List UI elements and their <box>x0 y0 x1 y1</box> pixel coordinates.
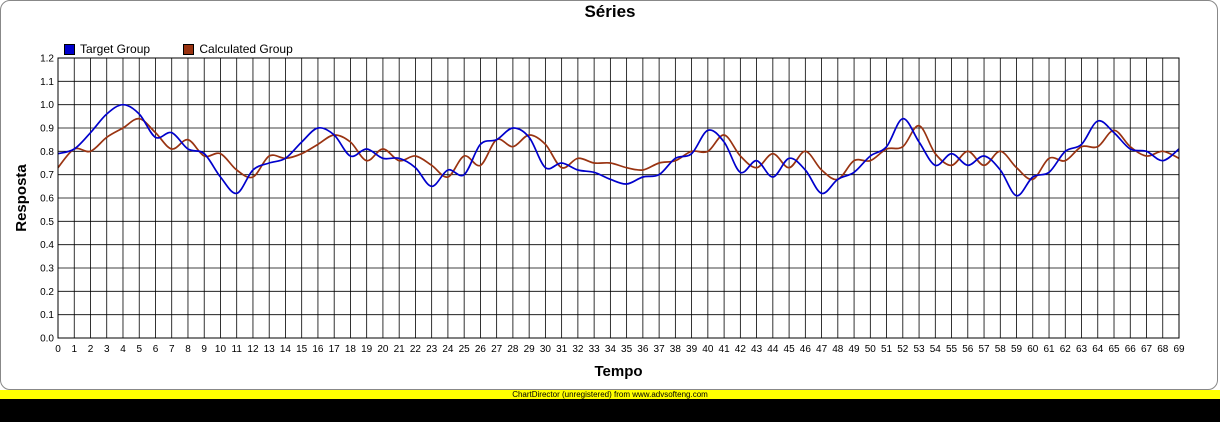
x-tick-label: 6 <box>153 344 159 355</box>
y-tick-label: 0.3 <box>40 264 54 275</box>
x-tick-label: 57 <box>978 344 990 355</box>
x-tick-label: 49 <box>849 344 861 355</box>
x-tick-label: 63 <box>1076 344 1088 355</box>
x-tick-label: 43 <box>751 344 763 355</box>
x-tick-label: 42 <box>735 344 747 355</box>
y-tick-label: 1.2 <box>40 54 54 65</box>
x-axis-title: Tempo <box>594 363 642 380</box>
x-tick-label: 33 <box>589 344 601 355</box>
x-tick-label: 68 <box>1157 344 1169 355</box>
legend-swatch-target <box>64 43 75 55</box>
x-tick-label: 52 <box>897 344 909 355</box>
y-tick-label: 0.8 <box>40 147 54 158</box>
x-tick-label: 0 <box>55 344 61 355</box>
series-line-calculated-group <box>57 117 1180 181</box>
x-tick-label: 20 <box>377 344 389 355</box>
y-tick-label: 0.7 <box>40 170 54 181</box>
x-tick-label: 5 <box>136 344 142 355</box>
plot-border <box>57 57 1180 339</box>
x-tick-label: 64 <box>1092 344 1104 355</box>
x-tick-label: 29 <box>524 344 536 355</box>
x-tick-label: 23 <box>426 344 438 355</box>
x-tick-label: 24 <box>442 344 454 355</box>
x-tick-label: 22 <box>410 344 422 355</box>
x-tick-label: 44 <box>767 344 779 355</box>
x-tick-label: 12 <box>247 344 259 355</box>
x-tick-label: 48 <box>832 344 844 355</box>
legend-item-target: Target Group <box>64 42 150 56</box>
x-tick-label: 30 <box>540 344 552 355</box>
y-tick-label: 0.9 <box>40 124 54 135</box>
x-tick-label: 8 <box>185 344 191 355</box>
x-tick-label: 54 <box>930 344 942 355</box>
legend-swatch-calculated <box>183 43 195 55</box>
watermark-banner: ChartDirector (unregistered) from www.ad… <box>0 390 1220 399</box>
x-tick-label: 34 <box>605 344 617 355</box>
x-tick-label: 32 <box>572 344 584 355</box>
x-tick-label: 19 <box>361 344 373 355</box>
x-tick-label: 16 <box>312 344 324 355</box>
x-tick-label: 66 <box>1125 344 1137 355</box>
y-tick-label: 0.0 <box>40 334 54 345</box>
y-tick-label: 0.5 <box>40 217 54 228</box>
x-tick-label: 58 <box>995 344 1007 355</box>
y-tick-label: 0.6 <box>40 194 54 205</box>
x-tick-label: 4 <box>120 344 126 355</box>
x-tick-label: 31 <box>556 344 568 355</box>
y-tick-label: 1.1 <box>40 77 54 88</box>
x-tick-label: 41 <box>719 344 731 355</box>
x-tick-label: 9 <box>201 344 207 355</box>
x-tick-label: 55 <box>946 344 958 355</box>
x-tick-label: 37 <box>654 344 666 355</box>
chart-title: Séries <box>584 2 636 21</box>
x-tick-label: 65 <box>1108 344 1120 355</box>
x-tick-label: 14 <box>280 344 292 355</box>
x-tick-label: 1 <box>71 344 77 355</box>
x-tick-label: 39 <box>686 344 698 355</box>
x-tick-label: 53 <box>913 344 925 355</box>
x-tick-label: 7 <box>169 344 175 355</box>
legend: Target Group Calculated Group <box>64 42 323 58</box>
x-tick-label: 28 <box>507 344 519 355</box>
x-tick-label: 3 <box>104 344 110 355</box>
line-chart: 0.0 0.1 0.2 0.3 0.4 0.5 0.6 0.7 0.8 0.9 1.0 1.1 1.2 0… <box>13 54 1185 381</box>
x-tick-label: 26 <box>475 344 487 355</box>
y-tick-label: 0.2 <box>40 287 54 298</box>
y-tick-label: 1.0 <box>40 100 54 111</box>
x-tick-label: 36 <box>637 344 649 355</box>
x-tick-label: 13 <box>264 344 276 355</box>
x-tick-label: 56 <box>962 344 974 355</box>
y-tick-label: 0.4 <box>40 240 54 251</box>
x-tick-label: 38 <box>670 344 682 355</box>
x-tick-label: 51 <box>881 344 893 355</box>
x-tick-label: 10 <box>215 344 227 355</box>
y-tick-label: 0.1 <box>40 310 54 321</box>
x-tick-label: 17 <box>329 344 341 355</box>
x-tick-label: 21 <box>394 344 406 355</box>
x-tick-label: 46 <box>800 344 812 355</box>
x-tick-label: 35 <box>621 344 633 355</box>
x-tick-label: 40 <box>702 344 714 355</box>
series-line-target-group <box>57 103 1180 197</box>
x-tick-label: 59 <box>1011 344 1023 355</box>
legend-item-calculated: Calculated Group <box>183 42 293 56</box>
x-tick-label: 61 <box>1043 344 1055 355</box>
x-tick-label: 11 <box>232 344 243 355</box>
bottom-strip <box>0 399 1220 422</box>
x-tick-label: 2 <box>88 344 94 355</box>
x-tick-label: 27 <box>491 344 503 355</box>
x-tick-label: 69 <box>1173 344 1185 355</box>
x-tick-label: 25 <box>459 344 471 355</box>
x-tick-label: 18 <box>345 344 357 355</box>
y-axis-title: Resposta <box>13 164 30 232</box>
x-tick-label: 60 <box>1027 344 1039 355</box>
x-tick-label: 45 <box>784 344 796 355</box>
x-tick-label: 47 <box>816 344 828 355</box>
x-tick-label: 15 <box>296 344 308 355</box>
x-tick-label: 62 <box>1060 344 1072 355</box>
x-tick-label: 67 <box>1141 344 1153 355</box>
legend-label-calculated: Calculated Group <box>199 42 293 56</box>
legend-label-target: Target Group <box>80 42 151 56</box>
x-tick-label: 50 <box>865 344 877 355</box>
